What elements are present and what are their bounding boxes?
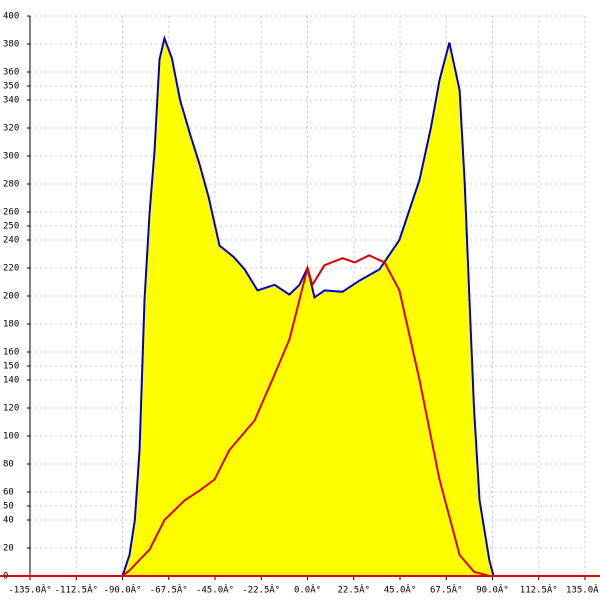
y-tick-label: 260 (3, 208, 19, 218)
y-tick-label: 400 (3, 12, 19, 22)
y-tick-label: 180 (3, 320, 19, 330)
line (121, 34, 495, 577)
x-tick-label: -90.0Â° (104, 584, 142, 596)
line (121, 254, 490, 577)
y-tick-label: 50 (3, 502, 14, 512)
x-tick-label: 67.5Â° (430, 584, 463, 596)
y-tick-label: 280 (3, 180, 19, 190)
area (122, 38, 494, 576)
x-tick-label: -67.5Â° (150, 584, 188, 596)
y-tick-label: 250 (3, 222, 19, 232)
x-tick-label: -135.0Â° (8, 584, 51, 596)
x-tick-label: 112.5Â° (520, 584, 558, 596)
y-tick-label: 160 (3, 348, 19, 358)
y-tick-label: 220 (3, 264, 19, 274)
y-tick-label: 20 (3, 544, 14, 554)
y-tick-label: 100 (3, 432, 19, 442)
x-tick-label: -112.5Â° (55, 584, 98, 596)
x-tick-label: 45.0Â° (384, 584, 417, 596)
y-tick-label: 200 (3, 292, 19, 302)
x-tick-label: 90.0Â° (476, 584, 509, 596)
x-tick-label: 135.0Â° (566, 584, 600, 596)
y-tick-label: 300 (3, 152, 19, 162)
y-tick-label: 320 (3, 124, 19, 134)
y-tick-label: 140 (3, 376, 19, 386)
y-tick-label: 120 (3, 404, 19, 414)
y-tick-label: 360 (3, 68, 19, 78)
y-tick-label: 340 (3, 96, 19, 106)
y-tick-label: 60 (3, 488, 14, 498)
x-tick-label: -22.5Â° (242, 584, 280, 596)
y-tick-label: 150 (3, 362, 19, 372)
y-tick-label: 80 (3, 460, 14, 470)
y-tick-label: 380 (3, 40, 19, 50)
y-tick-label: 240 (3, 236, 19, 246)
x-tick-label: -45.0Â° (196, 584, 234, 596)
y-tick-label: 350 (3, 82, 19, 92)
x-tick-label: 22.5Â° (337, 584, 370, 596)
x-tick-label: 0.0Â° (294, 584, 321, 596)
y-tick-label: 40 (3, 516, 14, 526)
